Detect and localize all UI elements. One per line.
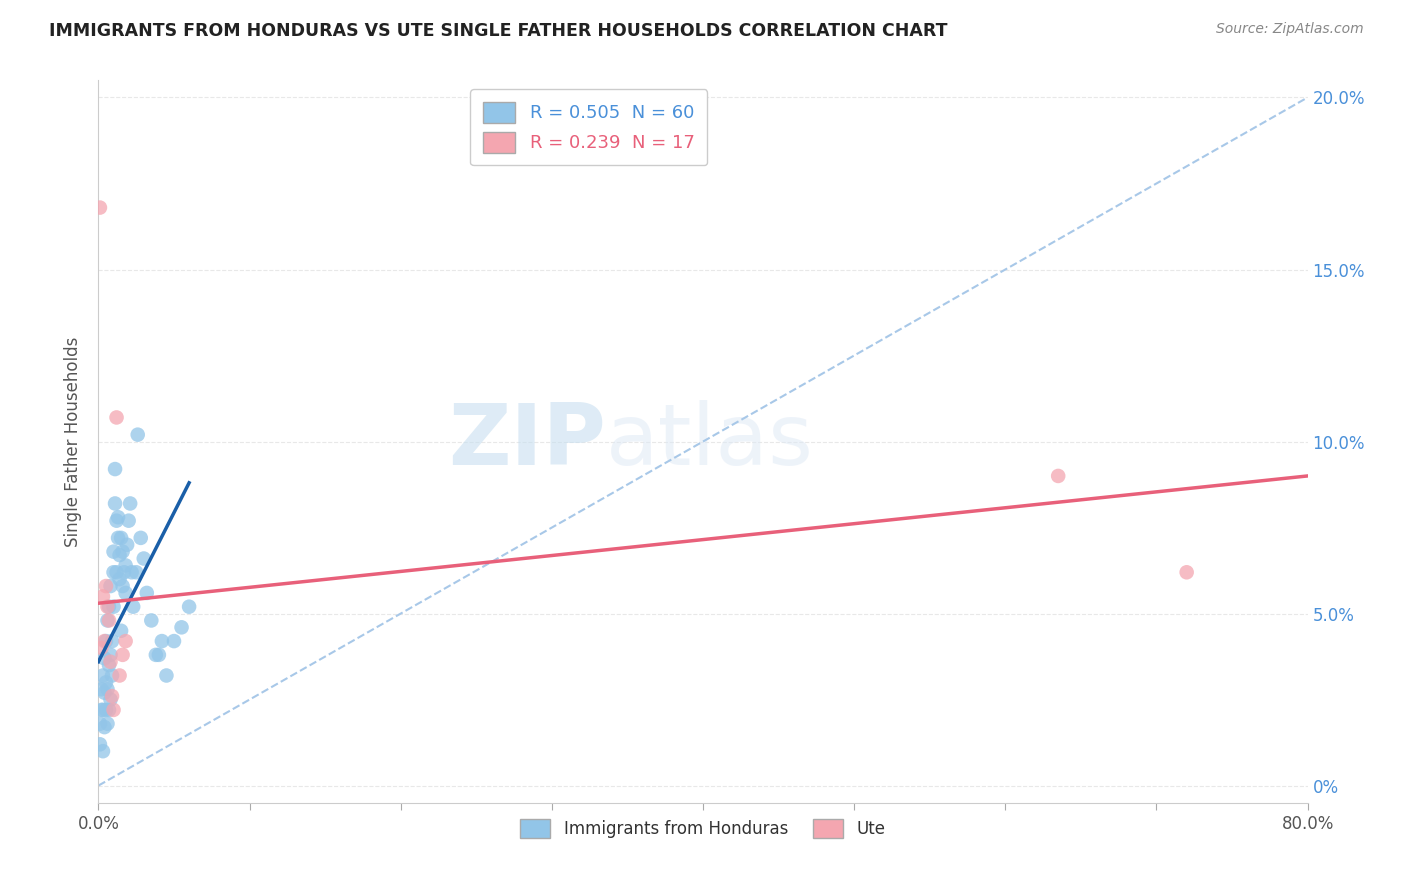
Point [110,531,132,545]
Point [103,703,125,717]
Point [103,599,125,614]
Point [105,410,128,425]
Point [122,599,145,614]
Point [129,531,152,545]
Point [93,686,115,700]
Point [93,720,115,734]
Point [98,703,121,717]
Point [89,201,111,215]
Point [89,716,111,731]
Point [114,558,136,573]
Text: Source: ZipAtlas.com: Source: ZipAtlas.com [1216,22,1364,37]
Point [150,634,173,648]
Point [120,496,142,510]
Point [125,566,148,580]
Point [89,737,111,751]
Point [108,572,131,586]
Point [145,648,167,662]
Point [100,579,122,593]
Point [105,566,128,580]
Text: IMMIGRANTS FROM HONDURAS VS UTE SINGLE FATHER HOUSEHOLDS CORRELATION CHART: IMMIGRANTS FROM HONDURAS VS UTE SINGLE F… [49,22,948,40]
Point [90,640,112,655]
Point [90,703,112,717]
Point [111,648,134,662]
Point [104,496,127,510]
Point [98,599,121,614]
Point [170,620,193,634]
Legend: Immigrants from Honduras, Ute: Immigrants from Honduras, Ute [513,813,893,845]
Text: atlas: atlas [606,400,814,483]
Point [115,538,138,552]
Point [93,651,115,665]
Point [90,682,112,697]
Point [91,668,114,682]
Point [110,624,132,638]
Point [94,703,117,717]
Point [111,544,134,558]
Point [96,599,118,614]
Point [94,579,117,593]
Point [91,744,114,758]
Point [108,668,131,682]
Point [107,510,129,524]
Point [114,586,136,600]
Y-axis label: Single Father Households: Single Father Households [65,336,83,547]
Point [93,634,115,648]
Point [91,590,114,604]
Point [127,427,149,442]
Point [112,566,135,580]
Point [132,551,155,566]
Point [118,514,141,528]
Point [100,692,122,706]
Point [98,658,121,673]
Point [179,599,201,614]
Point [91,703,114,717]
Point [1175,566,1198,580]
Point [135,586,157,600]
Point [100,648,122,662]
Point [121,566,143,580]
Point [104,462,127,476]
Point [141,614,163,628]
Point [96,682,118,697]
Point [101,668,124,682]
Point [111,579,134,593]
Point [107,531,129,545]
Point [108,548,131,562]
Point [101,634,124,648]
Point [101,689,124,703]
Point [100,655,122,669]
Point [94,675,117,690]
Point [1047,469,1070,483]
Point [94,634,117,648]
Point [103,544,125,558]
Point [114,634,136,648]
Point [155,668,177,682]
Point [103,566,125,580]
Point [98,614,121,628]
Point [163,634,186,648]
Point [105,514,128,528]
Point [96,716,118,731]
Text: ZIP: ZIP [449,400,606,483]
Point [148,648,170,662]
Point [96,614,118,628]
